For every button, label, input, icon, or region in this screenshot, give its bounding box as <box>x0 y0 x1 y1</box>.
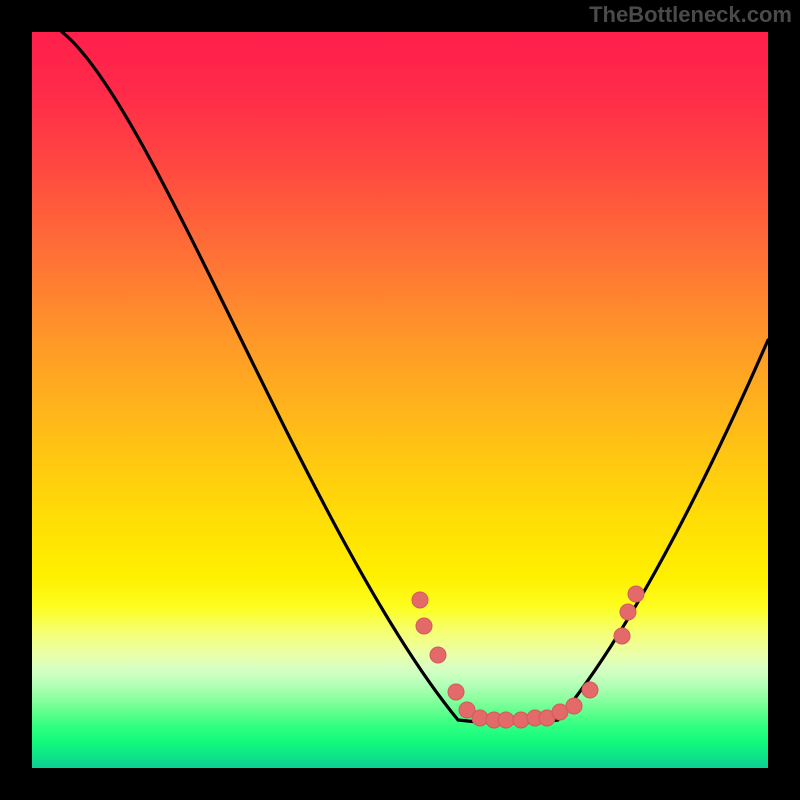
data-point <box>416 618 432 634</box>
data-point <box>472 710 488 726</box>
watermark-text: TheBottleneck.com <box>589 2 792 28</box>
data-point <box>620 604 636 620</box>
data-point <box>513 712 529 728</box>
data-point <box>498 712 514 728</box>
data-point <box>582 682 598 698</box>
data-point <box>628 586 644 602</box>
data-point <box>448 684 464 700</box>
bottleneck-chart <box>0 0 800 800</box>
data-point <box>412 592 428 608</box>
data-point <box>614 628 630 644</box>
data-point <box>430 647 446 663</box>
data-point <box>566 698 582 714</box>
chart-stage: TheBottleneck.com <box>0 0 800 800</box>
